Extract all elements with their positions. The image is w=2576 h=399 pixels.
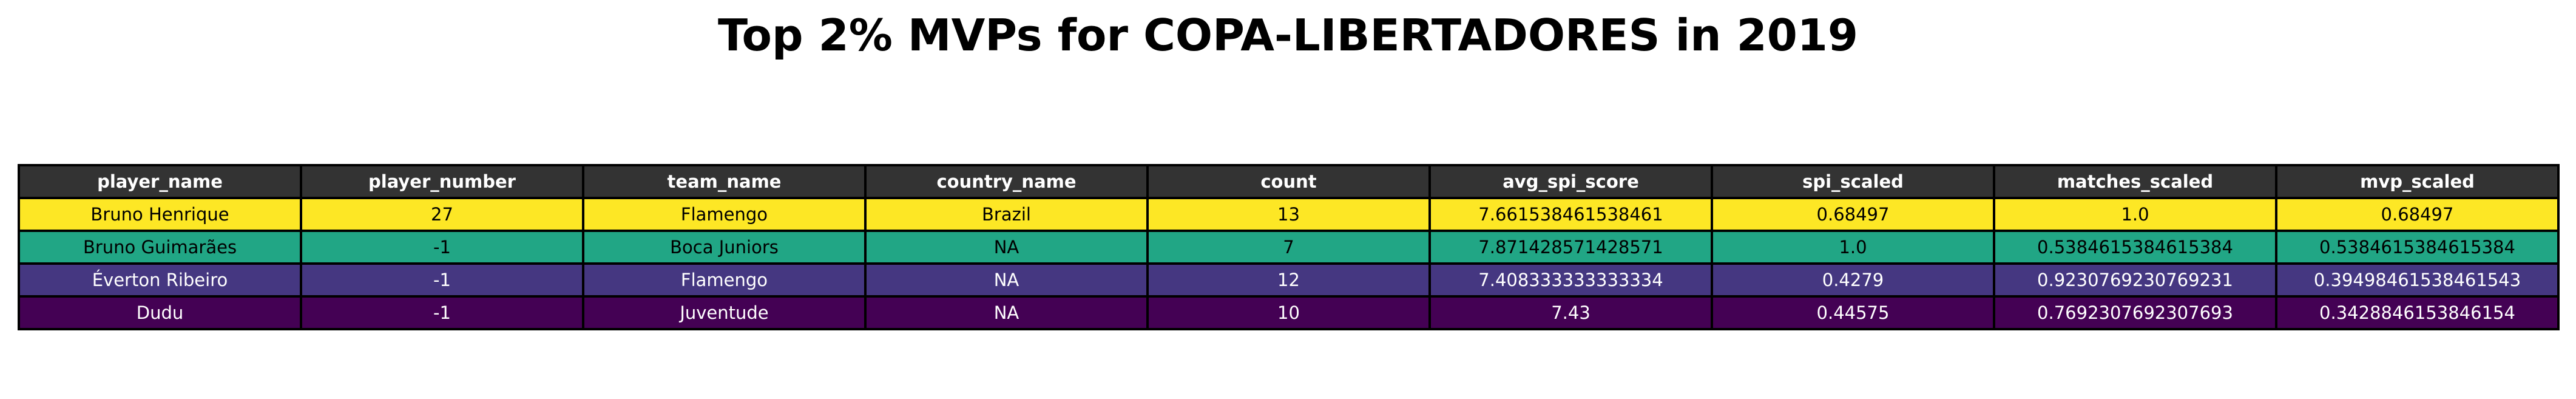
- table-cell-count: 13: [1146, 197, 1431, 232]
- column-header-team-name: team_name: [582, 164, 867, 199]
- table-cell-country-name: NA: [864, 230, 1149, 265]
- table-row: Bruno Guimarães -1 Boca Juniors NA 7 7.8…: [18, 230, 2560, 265]
- table-cell-mvp-scaled: 0.3428846153846154: [2275, 295, 2560, 330]
- table-cell-mvp-scaled: 0.39498461538461543: [2275, 262, 2560, 298]
- table-row: Éverton Ribeiro -1 Flamengo NA 12 7.4083…: [18, 262, 2560, 298]
- table-cell-mvp-scaled: 0.68497: [2275, 197, 2560, 232]
- mvp-table-container: player_name player_number team_name coun…: [18, 164, 2560, 330]
- column-header-avg-spi-score: avg_spi_score: [1428, 164, 1713, 199]
- mvp-table: player_name player_number team_name coun…: [18, 164, 2560, 330]
- column-header-country-name: country_name: [864, 164, 1149, 199]
- table-cell-team-name: Flamengo: [582, 262, 867, 298]
- table-cell-matches-scaled: 0.7692307692307693: [1993, 295, 2277, 330]
- table-cell-avg-spi-score: 7.43: [1428, 295, 1713, 330]
- table-cell-matches-scaled: 1.0: [1993, 197, 2277, 232]
- table-cell-team-name: Boca Juniors: [582, 230, 867, 265]
- table-cell-matches-scaled: 0.5384615384615384: [1993, 230, 2277, 265]
- table-cell-matches-scaled: 0.9230769230769231: [1993, 262, 2277, 298]
- table-cell-spi-scaled: 0.68497: [1711, 197, 1995, 232]
- table-cell-player-name: Bruno Guimarães: [18, 230, 302, 265]
- table-cell-count: 7: [1146, 230, 1431, 265]
- table-cell-team-name: Flamengo: [582, 197, 867, 232]
- table-cell-mvp-scaled: 0.5384615384615384: [2275, 230, 2560, 265]
- column-header-player-name: player_name: [18, 164, 302, 199]
- table-cell-player-name: Dudu: [18, 295, 302, 330]
- table-cell-spi-scaled: 0.4279: [1711, 262, 1995, 298]
- table-row: Dudu -1 Juventude NA 10 7.43 0.44575 0.7…: [18, 295, 2560, 330]
- column-header-mvp-scaled: mvp_scaled: [2275, 164, 2560, 199]
- table-cell-player-name: Éverton Ribeiro: [18, 262, 302, 298]
- table-cell-count: 10: [1146, 295, 1431, 330]
- table-cell-player-number: 27: [300, 197, 584, 232]
- table-cell-avg-spi-score: 7.661538461538461: [1428, 197, 1713, 232]
- table-cell-country-name: NA: [864, 262, 1149, 298]
- table-cell-avg-spi-score: 7.408333333333334: [1428, 262, 1713, 298]
- column-header-count: count: [1146, 164, 1431, 199]
- table-header-row: player_name player_number team_name coun…: [18, 164, 2560, 199]
- column-header-spi-scaled: spi_scaled: [1711, 164, 1995, 199]
- table-cell-spi-scaled: 1.0: [1711, 230, 1995, 265]
- table-row: Bruno Henrique 27 Flamengo Brazil 13 7.6…: [18, 197, 2560, 232]
- table-cell-player-number: -1: [300, 295, 584, 330]
- column-header-player-number: player_number: [300, 164, 584, 199]
- table-cell-player-number: -1: [300, 230, 584, 265]
- chart-title: Top 2% MVPs for COPA-LIBERTADORES in 201…: [718, 10, 1858, 61]
- table-cell-country-name: Brazil: [864, 197, 1149, 232]
- table-cell-spi-scaled: 0.44575: [1711, 295, 1995, 330]
- table-cell-country-name: NA: [864, 295, 1149, 330]
- table-cell-player-number: -1: [300, 262, 584, 298]
- table-cell-count: 12: [1146, 262, 1431, 298]
- table-cell-player-name: Bruno Henrique: [18, 197, 302, 232]
- table-cell-team-name: Juventude: [582, 295, 867, 330]
- table-cell-avg-spi-score: 7.871428571428571: [1428, 230, 1713, 265]
- column-header-matches-scaled: matches_scaled: [1993, 164, 2277, 199]
